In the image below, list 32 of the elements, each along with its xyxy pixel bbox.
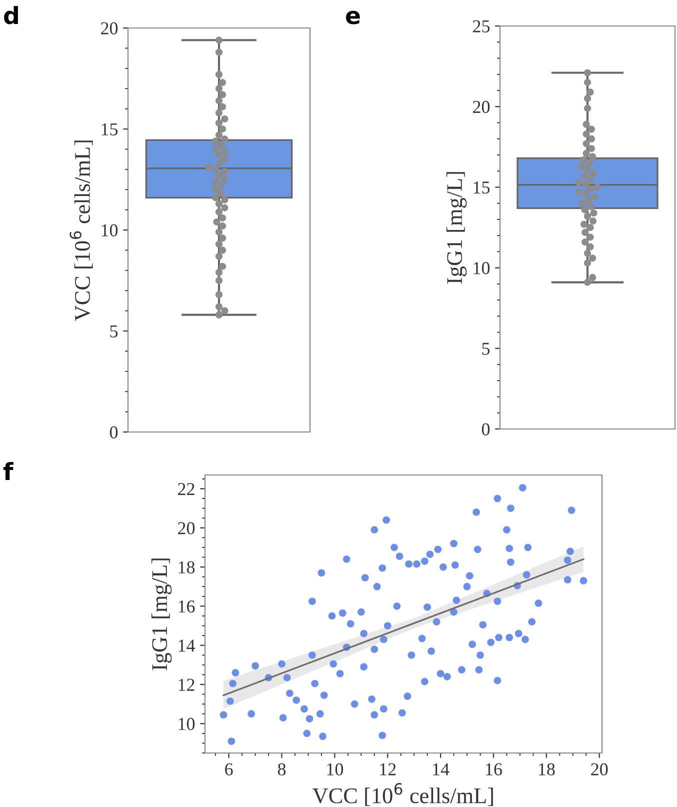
text: f (3, 462, 14, 480)
y-tick-label: 20 (473, 100, 490, 114)
y-tick-label: 25 (473, 20, 490, 32)
text: d (4, 6, 18, 24)
x-tick-label: 20 (591, 763, 608, 776)
x-tick-label: 10 (327, 763, 344, 776)
y-axis-title: IgG1 [mg/L] (151, 558, 172, 670)
y-tick-label: 5 (482, 342, 490, 355)
x-axis-title: VCC [10$^{6}$ cells/mL] (312, 783, 493, 806)
y-tick-label: 15 (474, 182, 490, 194)
y-tick-label: 0 (110, 426, 118, 438)
y-axis-title: IgG1 [mg/L] (446, 172, 467, 284)
y-tick-label: 10 (102, 224, 118, 236)
y-tick-label: 12 (178, 678, 194, 691)
y-tick-label: 18 (178, 561, 195, 574)
y-tick-label: 20 (101, 22, 118, 34)
x-tick-label: 18 (538, 763, 555, 776)
x-tick-label: 14 (433, 763, 450, 776)
y-tick-label: 15 (102, 123, 118, 136)
y-axis-title: VCC [10$^{6}$ cells/mL] (70, 140, 93, 321)
y-tick-label: 14 (178, 640, 195, 652)
x-tick-label: 6 (225, 763, 233, 776)
x-tick-label: 8 (278, 763, 286, 776)
text: e (346, 10, 360, 24)
y-tick-label: 5 (110, 325, 118, 338)
y-tick-label: 16 (178, 600, 195, 613)
y-tick-label: 22 (178, 483, 194, 495)
y-tick-label: 10 (178, 718, 195, 730)
x-tick-label: 12 (380, 763, 396, 776)
y-tick-label: 20 (178, 522, 195, 534)
y-tick-label: 0 (482, 423, 490, 436)
y-tick-label: 10 (474, 262, 490, 274)
